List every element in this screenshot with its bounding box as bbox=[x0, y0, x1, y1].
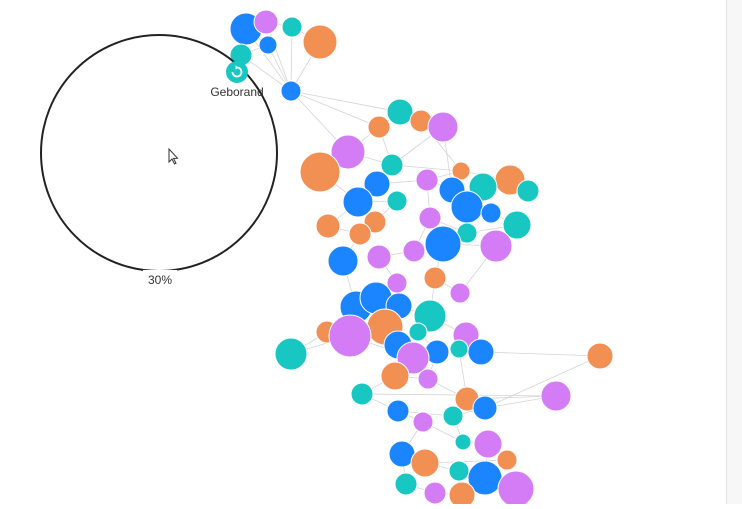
graph-node-purple[interactable] bbox=[253, 9, 279, 35]
graph-node-purple[interactable] bbox=[417, 368, 439, 390]
graph-node-orange[interactable] bbox=[410, 448, 440, 478]
graph-edge bbox=[290, 90, 401, 113]
graph-node-teal[interactable] bbox=[281, 16, 303, 38]
graph-nodes[interactable] bbox=[229, 9, 614, 509]
graph-node-purple[interactable] bbox=[427, 111, 459, 143]
graph-node-teal[interactable] bbox=[386, 98, 414, 126]
graph-node-purple[interactable] bbox=[328, 314, 372, 358]
graph-node-orange[interactable] bbox=[367, 115, 391, 139]
lens-percent-label: 30% bbox=[148, 273, 172, 287]
graph-node-purple[interactable] bbox=[415, 168, 439, 192]
graph-node-purple[interactable] bbox=[540, 380, 572, 412]
graph-node-purple[interactable] bbox=[402, 239, 426, 263]
graph-node-purple[interactable] bbox=[497, 470, 535, 508]
graph-node-blue[interactable] bbox=[424, 225, 462, 263]
graph-node-blue[interactable] bbox=[450, 190, 484, 224]
graph-edge bbox=[484, 355, 601, 409]
graph-node-purple[interactable] bbox=[449, 282, 471, 304]
graph-node-purple[interactable] bbox=[366, 244, 392, 270]
graph-edge bbox=[480, 351, 601, 357]
graph-node-orange[interactable] bbox=[348, 222, 372, 246]
graph-node-teal[interactable] bbox=[386, 190, 408, 212]
graph-node-teal[interactable] bbox=[408, 322, 428, 342]
graph-edge bbox=[290, 26, 293, 92]
graph-node-orange[interactable] bbox=[496, 449, 518, 471]
graph-node-blue[interactable] bbox=[467, 338, 495, 366]
graph-node-purple[interactable] bbox=[423, 481, 447, 505]
graph-node-purple[interactable] bbox=[473, 429, 503, 459]
right-scrollbar[interactable] bbox=[726, 0, 742, 504]
graph-node-purple[interactable] bbox=[479, 229, 513, 263]
graph-node-purple[interactable] bbox=[418, 206, 442, 230]
graph-node-blue[interactable] bbox=[480, 202, 502, 224]
graph-node-teal[interactable] bbox=[502, 210, 532, 240]
graph-node-purple[interactable] bbox=[330, 134, 366, 170]
focused-node[interactable]: Geborand bbox=[210, 61, 264, 99]
focused-node-circle[interactable] bbox=[226, 61, 248, 83]
graph-node-blue[interactable] bbox=[363, 170, 391, 198]
lens-label-bg bbox=[143, 270, 177, 286]
graph-node-orange[interactable] bbox=[380, 361, 410, 391]
graph-node-orange[interactable] bbox=[302, 24, 338, 60]
percent-lens[interactable]: 30% bbox=[40, 34, 278, 287]
graph-node-teal[interactable] bbox=[380, 153, 404, 177]
graph-node-orange[interactable] bbox=[586, 342, 614, 370]
graph-node-teal[interactable] bbox=[448, 460, 470, 482]
graph-node-blue[interactable] bbox=[327, 245, 359, 277]
graph-node-blue[interactable] bbox=[280, 80, 302, 102]
graph-edge bbox=[290, 90, 380, 128]
graph-node-orange[interactable] bbox=[299, 151, 341, 193]
graph-node-orange[interactable] bbox=[423, 266, 447, 290]
focused-node-label: Geborand bbox=[210, 85, 263, 99]
refresh-arrowhead bbox=[235, 65, 239, 70]
graph-node-teal[interactable] bbox=[449, 339, 469, 359]
graph-node-teal[interactable] bbox=[274, 337, 308, 371]
graph-node-teal[interactable] bbox=[454, 433, 472, 451]
graph-node-blue[interactable] bbox=[342, 186, 374, 218]
cursor-arrow-icon bbox=[168, 147, 179, 165]
graph-node-orange[interactable] bbox=[448, 481, 476, 509]
graph-node-purple[interactable] bbox=[412, 411, 434, 433]
graph-node-orange[interactable] bbox=[315, 213, 341, 239]
graph-node-blue[interactable] bbox=[386, 399, 410, 423]
graph-node-teal[interactable] bbox=[516, 179, 540, 203]
graph-node-teal[interactable] bbox=[350, 382, 374, 406]
refresh-icon bbox=[231, 66, 243, 78]
graph-node-orange[interactable] bbox=[363, 210, 387, 234]
graph-node-blue[interactable] bbox=[472, 395, 498, 421]
graph-node-teal[interactable] bbox=[442, 405, 464, 427]
graph-node-teal[interactable] bbox=[394, 472, 418, 496]
graph-node-blue[interactable] bbox=[258, 35, 278, 55]
